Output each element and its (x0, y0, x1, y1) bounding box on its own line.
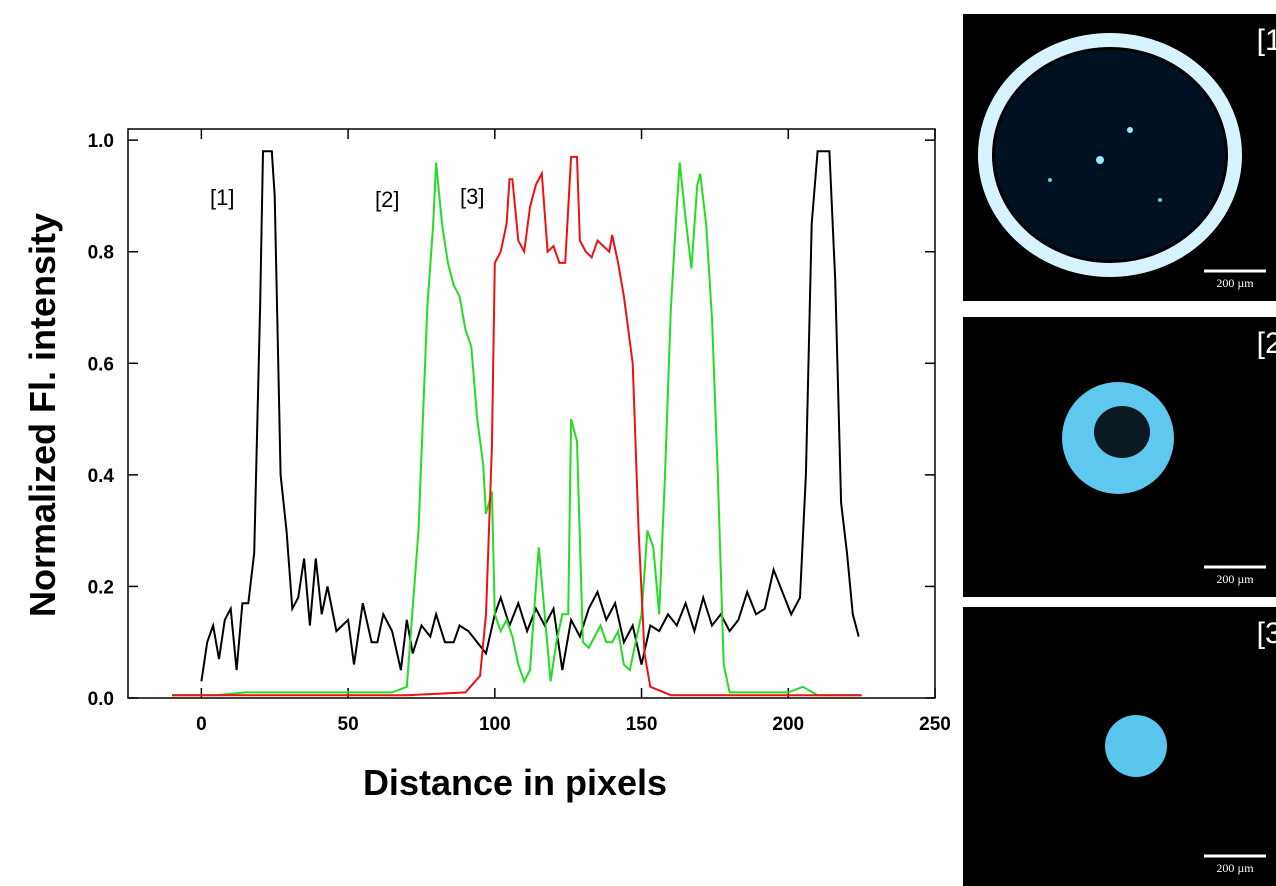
speck (1048, 178, 1052, 182)
y-tick-label: 0.0 (88, 689, 114, 710)
x-tick-label: 100 (479, 714, 511, 735)
plot-frame (127, 128, 936, 699)
panel-2 (963, 317, 1276, 597)
x-tick-label: 250 (919, 714, 951, 735)
speck (1127, 127, 1133, 133)
panel-1 (963, 14, 1276, 301)
y-tick-label: 0.8 (88, 243, 114, 264)
ring (978, 33, 1242, 277)
speck (1096, 156, 1104, 164)
speck (1158, 198, 1162, 202)
y-tick-label: 1.0 (88, 131, 114, 152)
series-line (172, 162, 862, 697)
annotation: [2] (375, 187, 399, 212)
scale-bar-label: 200 µm (1216, 572, 1254, 586)
x-tick-label: 50 (338, 714, 359, 735)
x-tick-label: 150 (626, 714, 658, 735)
annotation: [1] (210, 185, 234, 210)
cell (1105, 715, 1167, 777)
y-tick-label: 0.4 (88, 466, 115, 487)
x-axis-title: Distance in pixels (363, 762, 667, 803)
panel-label: [3] (1257, 617, 1276, 650)
x-tick-label: 200 (772, 714, 804, 735)
scale-bar-label: 200 µm (1216, 276, 1254, 290)
panel-label: [1] (1257, 24, 1276, 57)
scale-bar-label: 200 µm (1216, 861, 1254, 875)
panel-3 (963, 607, 1276, 886)
y-axis-title: Normalized Fl. intensity (22, 213, 63, 617)
y-tick-label: 0.6 (88, 354, 114, 375)
series-line (172, 155, 862, 697)
panel-label: [2] (1257, 327, 1276, 360)
interior (995, 50, 1225, 260)
annotation: [3] (460, 184, 484, 209)
series-line (200, 150, 860, 682)
x-tick-label: 0 (196, 714, 207, 735)
y-tick-label: 0.2 (88, 577, 114, 598)
core (1094, 406, 1150, 458)
